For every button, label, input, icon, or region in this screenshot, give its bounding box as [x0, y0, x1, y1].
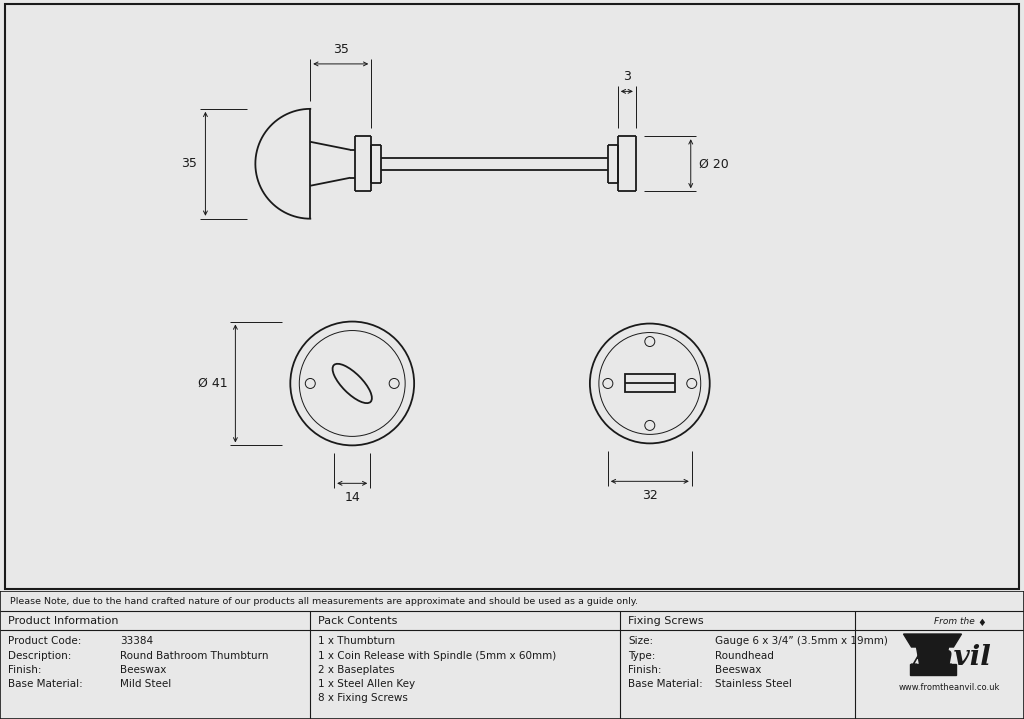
Text: Size:: Size: — [628, 636, 653, 646]
Text: ♦: ♦ — [977, 618, 986, 628]
Text: Product Code:: Product Code: — [8, 636, 81, 646]
Text: Anvil: Anvil — [912, 644, 991, 671]
Text: Product Information: Product Information — [8, 616, 119, 626]
Text: Roundhead: Roundhead — [715, 651, 774, 661]
Text: www.fromtheanvil.co.uk: www.fromtheanvil.co.uk — [899, 682, 1000, 692]
Text: 1 x Steel Allen Key: 1 x Steel Allen Key — [318, 679, 415, 689]
Text: Description:: Description: — [8, 651, 72, 661]
Text: Fixing Screws: Fixing Screws — [628, 616, 703, 626]
Text: Type:: Type: — [628, 651, 655, 661]
Polygon shape — [916, 647, 948, 664]
Text: 35: 35 — [181, 157, 198, 170]
Text: 3: 3 — [623, 70, 631, 83]
Text: 2 x Baseplates: 2 x Baseplates — [318, 665, 394, 675]
Text: 33384: 33384 — [120, 636, 154, 646]
Bar — [625, 375, 675, 393]
Text: 1 x Thumbturn: 1 x Thumbturn — [318, 636, 395, 646]
Polygon shape — [903, 634, 962, 647]
Text: Round Bathroom Thumbturn: Round Bathroom Thumbturn — [120, 651, 268, 661]
Text: 35: 35 — [333, 43, 349, 56]
Text: 32: 32 — [642, 490, 657, 503]
Text: Pack Contents: Pack Contents — [318, 616, 397, 626]
Text: Base Material:: Base Material: — [8, 679, 83, 689]
Text: Mild Steel: Mild Steel — [120, 679, 171, 689]
Text: Finish:: Finish: — [8, 665, 42, 675]
Text: Stainless Steel: Stainless Steel — [715, 679, 792, 689]
Text: Finish:: Finish: — [628, 665, 662, 675]
Text: 1 x Coin Release with Spindle (5mm x 60mm): 1 x Coin Release with Spindle (5mm x 60m… — [318, 651, 556, 661]
Text: Please Note, due to the hand crafted nature of our products all measurements are: Please Note, due to the hand crafted nat… — [10, 597, 638, 605]
Text: From the: From the — [934, 616, 975, 626]
Polygon shape — [909, 664, 955, 675]
Text: Ø 41: Ø 41 — [198, 377, 227, 390]
Text: Beeswax: Beeswax — [715, 665, 762, 675]
Text: Ø 20: Ø 20 — [698, 157, 728, 170]
Text: Base Material:: Base Material: — [628, 679, 702, 689]
Text: 14: 14 — [344, 491, 360, 504]
Text: Beeswax: Beeswax — [120, 665, 166, 675]
Text: Gauge 6 x 3/4” (3.5mm x 19mm): Gauge 6 x 3/4” (3.5mm x 19mm) — [715, 636, 888, 646]
Text: 8 x Fixing Screws: 8 x Fixing Screws — [318, 693, 408, 703]
